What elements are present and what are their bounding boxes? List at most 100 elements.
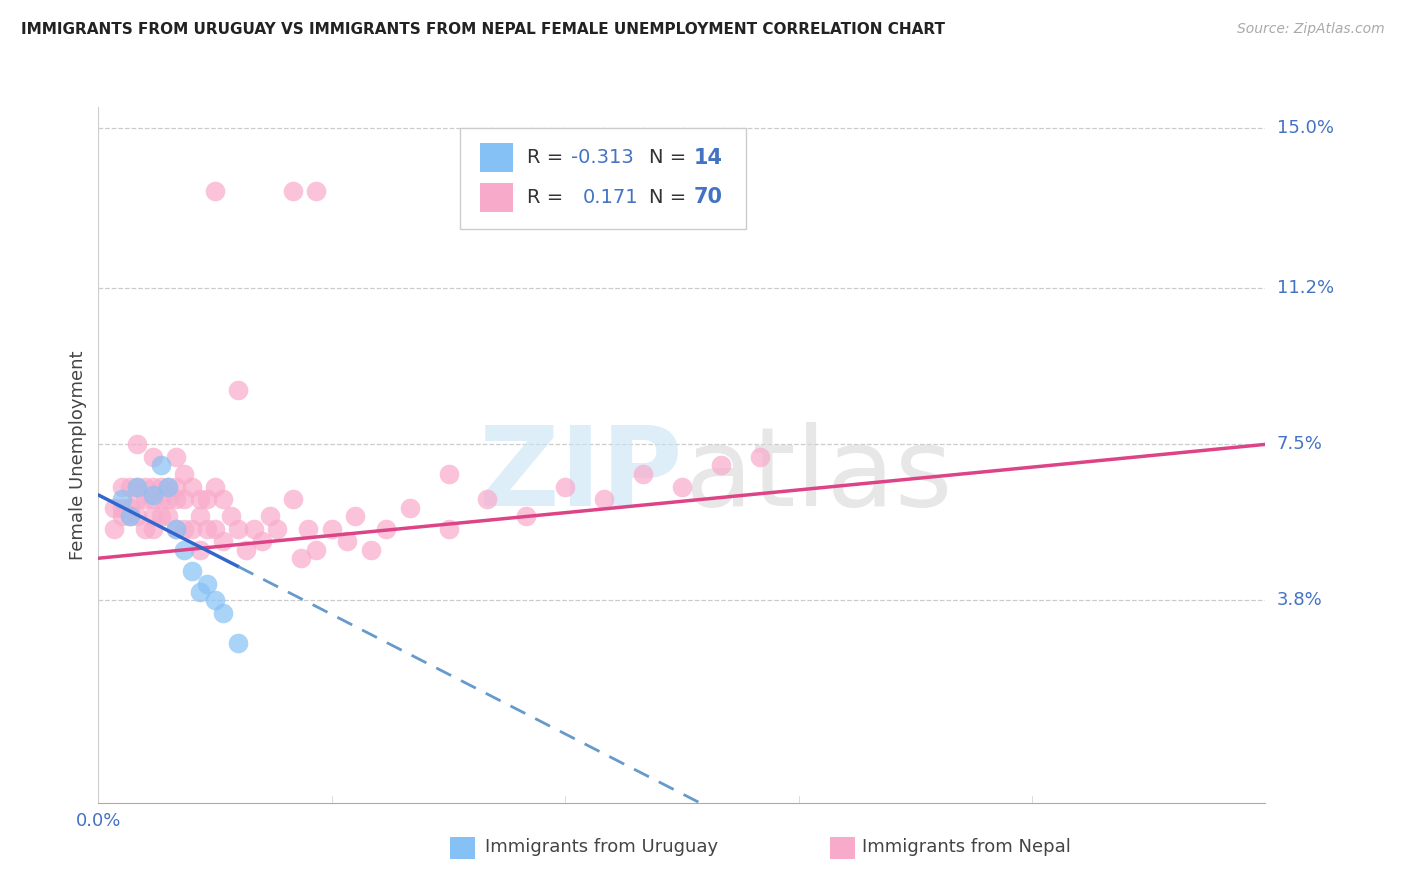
- Point: [127, 437, 149, 451]
- Point: [204, 522, 226, 536]
- Point: [336, 534, 359, 549]
- Point: [228, 522, 250, 536]
- Text: 0.171: 0.171: [582, 188, 638, 207]
- Point: [219, 509, 242, 524]
- Point: [173, 467, 195, 481]
- Point: [228, 635, 250, 649]
- Point: [142, 492, 165, 507]
- Point: [149, 492, 172, 507]
- Point: [157, 509, 180, 524]
- Text: atlas: atlas: [685, 422, 953, 529]
- Bar: [479, 144, 513, 172]
- Point: [212, 492, 235, 507]
- Point: [554, 479, 576, 493]
- Point: [165, 522, 187, 536]
- Point: [103, 522, 125, 536]
- Point: [173, 492, 195, 507]
- Point: [631, 467, 654, 481]
- Text: 7.5%: 7.5%: [1277, 435, 1323, 453]
- Text: 0.0%: 0.0%: [76, 812, 121, 830]
- Point: [710, 458, 733, 473]
- Y-axis label: Female Unemployment: Female Unemployment: [69, 351, 87, 559]
- Point: [127, 479, 149, 493]
- Point: [180, 479, 202, 493]
- Point: [188, 542, 211, 557]
- Point: [437, 522, 460, 536]
- Point: [127, 509, 149, 524]
- Text: 70: 70: [693, 187, 723, 208]
- Point: [305, 185, 328, 199]
- Point: [188, 585, 211, 599]
- Text: R =: R =: [527, 188, 575, 207]
- Point: [118, 509, 141, 524]
- Text: IMMIGRANTS FROM URUGUAY VS IMMIGRANTS FROM NEPAL FEMALE UNEMPLOYMENT CORRELATION: IMMIGRANTS FROM URUGUAY VS IMMIGRANTS FR…: [21, 22, 945, 37]
- Point: [134, 492, 156, 507]
- Text: 3.8%: 3.8%: [1277, 591, 1322, 609]
- Point: [204, 185, 226, 199]
- Point: [142, 522, 165, 536]
- Point: [149, 479, 172, 493]
- Text: 11.2%: 11.2%: [1277, 279, 1334, 297]
- Point: [149, 509, 172, 524]
- Point: [142, 488, 165, 502]
- Point: [157, 479, 180, 493]
- Point: [235, 542, 257, 557]
- Point: [228, 383, 250, 397]
- Point: [165, 492, 187, 507]
- Point: [259, 509, 281, 524]
- Point: [157, 492, 180, 507]
- Text: R =: R =: [527, 148, 569, 168]
- Point: [321, 522, 343, 536]
- Point: [134, 479, 156, 493]
- Point: [195, 522, 218, 536]
- Point: [212, 606, 235, 620]
- Point: [111, 492, 134, 507]
- Text: N =: N =: [650, 148, 693, 168]
- Text: -0.313: -0.313: [571, 148, 634, 168]
- Point: [142, 509, 165, 524]
- Point: [398, 500, 420, 515]
- Point: [188, 509, 211, 524]
- Point: [180, 522, 202, 536]
- FancyBboxPatch shape: [460, 128, 747, 229]
- Point: [103, 500, 125, 515]
- Point: [290, 551, 312, 566]
- Point: [477, 492, 499, 507]
- Point: [748, 450, 770, 464]
- Point: [297, 522, 319, 536]
- Point: [165, 522, 187, 536]
- Text: Immigrants from Uruguay: Immigrants from Uruguay: [485, 838, 718, 856]
- Text: 14: 14: [693, 148, 723, 168]
- Text: 15.0%: 15.0%: [1277, 120, 1333, 137]
- Point: [134, 522, 156, 536]
- Point: [212, 534, 235, 549]
- Point: [671, 479, 693, 493]
- Point: [195, 576, 218, 591]
- Point: [250, 534, 273, 549]
- Text: Immigrants from Nepal: Immigrants from Nepal: [862, 838, 1071, 856]
- Point: [204, 479, 226, 493]
- Point: [173, 542, 195, 557]
- Point: [437, 467, 460, 481]
- Point: [195, 492, 218, 507]
- Text: ZIP: ZIP: [478, 422, 682, 529]
- Point: [111, 500, 134, 515]
- Point: [243, 522, 266, 536]
- Point: [305, 542, 328, 557]
- Text: Source: ZipAtlas.com: Source: ZipAtlas.com: [1237, 22, 1385, 37]
- Point: [165, 450, 187, 464]
- Point: [142, 479, 165, 493]
- Point: [281, 185, 304, 199]
- Point: [165, 479, 187, 493]
- Text: N =: N =: [650, 188, 693, 207]
- Point: [173, 522, 195, 536]
- Point: [375, 522, 398, 536]
- Point: [360, 542, 382, 557]
- Point: [188, 492, 211, 507]
- Point: [118, 479, 141, 493]
- Point: [118, 500, 141, 515]
- Point: [149, 458, 172, 473]
- Point: [266, 522, 288, 536]
- Point: [127, 479, 149, 493]
- Point: [180, 564, 202, 578]
